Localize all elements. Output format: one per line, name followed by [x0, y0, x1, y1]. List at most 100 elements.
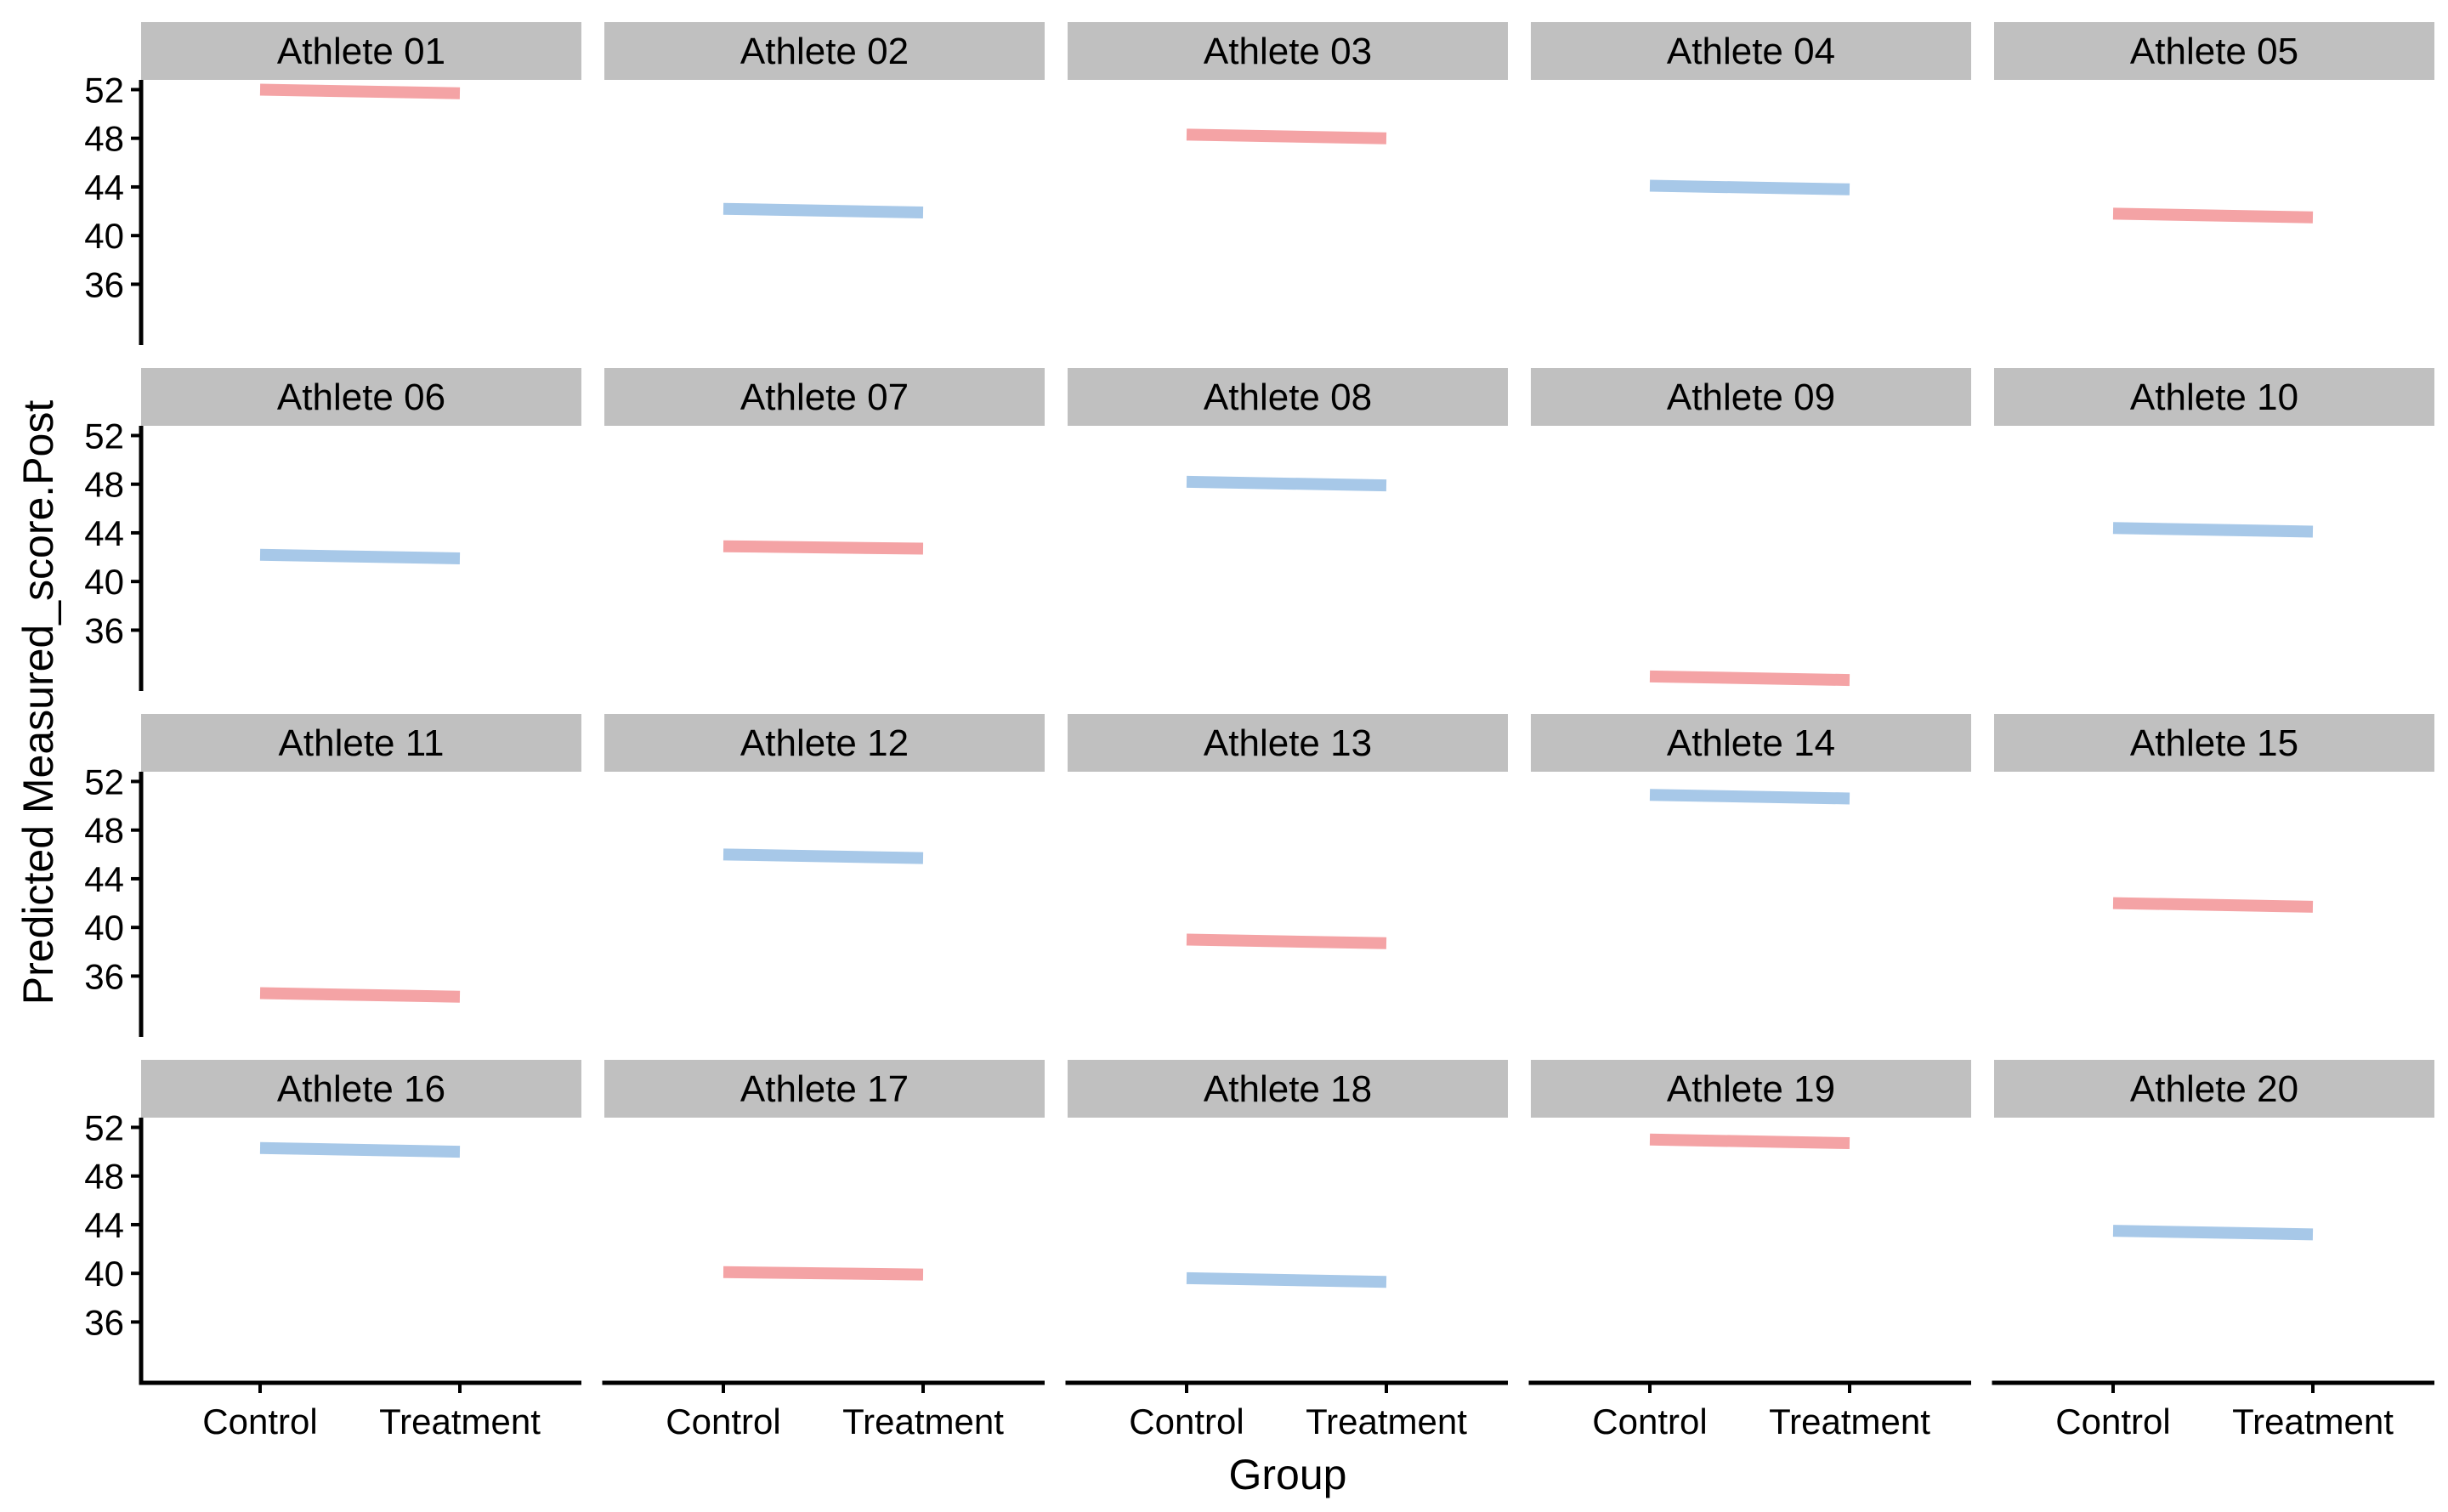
facet-strip: [141, 368, 581, 426]
facet-panel: Athlete 11 36 40 44 48 52: [84, 714, 581, 1037]
series-line: [1186, 1271, 1387, 1288]
facet-panel: Athlete 07: [604, 368, 1045, 555]
x-tick-label: Control: [2055, 1402, 2170, 1441]
series-line: [259, 1141, 461, 1158]
y-tick-label: 40: [84, 908, 124, 948]
y-tick-label: 36: [84, 264, 124, 304]
facet-strip: [141, 714, 581, 772]
series-line: [1186, 128, 1387, 144]
facet-strip: [1994, 714, 2434, 772]
facet-strip: [141, 1060, 581, 1118]
y-tick-label: 48: [84, 1157, 124, 1197]
series-line: [259, 987, 461, 1003]
facet-strip: [604, 1060, 1045, 1118]
y-tick-label: 36: [84, 1302, 124, 1342]
series-line: [2112, 1225, 2314, 1241]
series-line: [259, 83, 461, 99]
x-tick-label: Treatment: [1306, 1402, 1467, 1441]
y-tick-label: 48: [84, 465, 124, 505]
series-line: [722, 540, 924, 555]
facet-panel: Athlete 17 Control Treatment: [602, 1060, 1045, 1441]
facet-strip: [1068, 1060, 1508, 1118]
facet-strip-label: Athlete 12: [740, 722, 909, 764]
facet-strip-label: Athlete 15: [2130, 722, 2298, 764]
facet-strip-label: Athlete 05: [2130, 31, 2298, 72]
y-axis-title: Predicted Measured_score.Post: [14, 400, 62, 1005]
x-tick-label: Treatment: [379, 1402, 541, 1441]
facet-strip-label: Athlete 04: [1667, 31, 1835, 72]
facet-panel: Athlete 03: [1068, 22, 1508, 144]
facet-panel: Athlete 05: [1994, 22, 2434, 224]
facet-strip-label: Athlete 17: [740, 1068, 909, 1110]
series-line: [2112, 522, 2314, 538]
facet-strip: [1531, 22, 1971, 80]
facet-strip: [604, 22, 1045, 80]
y-tick-label: 52: [84, 762, 124, 801]
facet-strip-label: Athlete 01: [277, 31, 445, 72]
facet-panel: Athlete 20 Control Treatment: [1992, 1060, 2434, 1441]
series-line: [1649, 1133, 1850, 1150]
facet-strip: [1994, 22, 2434, 80]
facet-strip: [1994, 368, 2434, 426]
y-tick-label: 48: [84, 811, 124, 851]
y-tick-label: 44: [84, 1205, 124, 1245]
x-tick-label: Treatment: [2232, 1402, 2394, 1441]
series-line: [1186, 933, 1387, 949]
x-tick-label: Control: [1129, 1402, 1244, 1441]
x-tick-label: Control: [202, 1402, 317, 1441]
series-line: [1649, 179, 1850, 195]
facet-panel: Athlete 14: [1531, 714, 1971, 805]
facet-strip-label: Athlete 16: [277, 1068, 445, 1110]
facet-panel: Athlete 02: [604, 22, 1045, 218]
y-tick-label: 40: [84, 216, 124, 256]
facet-strip-label: Athlete 07: [740, 377, 909, 418]
facet-panel: Athlete 04: [1531, 22, 1971, 195]
facet-strip: [1531, 368, 1971, 426]
series-line: [259, 548, 461, 564]
facet-panel: Athlete 16 36 40 44 48 52 Control Treatment: [84, 1060, 581, 1441]
facet-strip: [1068, 22, 1508, 80]
series-line: [722, 202, 924, 218]
y-tick-label: 36: [84, 610, 124, 650]
x-tick-label: Treatment: [842, 1402, 1004, 1441]
x-tick-label: Control: [666, 1402, 780, 1441]
facet-panel: Athlete 08: [1068, 368, 1508, 492]
y-tick-label: 48: [84, 119, 124, 159]
facet-panel: Athlete 10: [1994, 368, 2434, 538]
facet-strip: [1531, 1060, 1971, 1118]
facet-strip-label: Athlete 11: [279, 722, 445, 764]
x-axis-title: Group: [1229, 1451, 1347, 1498]
series-line: [1649, 789, 1850, 805]
facet-strip: [1068, 368, 1508, 426]
facet-strip: [1531, 714, 1971, 772]
series-line: [2112, 207, 2314, 224]
facet-strip: [604, 714, 1045, 772]
facet-panel: Athlete 09: [1531, 368, 1971, 687]
y-tick-label: 52: [84, 70, 124, 110]
facet-strip-label: Athlete 10: [2130, 377, 2298, 418]
facet-panels: Athlete 01 36 40 44 48 52 Athlete 02 Athlete 03…: [84, 22, 2434, 1441]
series-line: [1186, 475, 1387, 492]
series-line: [2112, 897, 2314, 913]
y-tick-label: 44: [84, 167, 124, 207]
facet-panel: Athlete 15: [1994, 714, 2434, 913]
y-tick-label: 36: [84, 956, 124, 996]
facet-strip-label: Athlete 19: [1667, 1068, 1835, 1110]
facet-strip-label: Athlete 06: [277, 377, 445, 418]
y-tick-label: 44: [84, 859, 124, 899]
facet-panel: Athlete 01 36 40 44 48 52: [84, 22, 581, 345]
facet-strip-label: Athlete 09: [1667, 377, 1835, 418]
facet-strip: [1068, 714, 1508, 772]
facet-panel: Athlete 19 Control Treatment: [1528, 1060, 1971, 1441]
y-tick-label: 52: [84, 1107, 124, 1147]
facet-panel: Athlete 12: [604, 714, 1045, 864]
facet-strip-label: Athlete 13: [1204, 722, 1372, 764]
facet-strip-label: Athlete 08: [1204, 377, 1372, 418]
x-tick-label: Control: [1592, 1402, 1707, 1441]
facet-strip-label: Athlete 18: [1204, 1068, 1372, 1110]
x-tick-label: Treatment: [1769, 1402, 1930, 1441]
facet-strip-label: Athlete 20: [2130, 1068, 2298, 1110]
facet-strip-label: Athlete 03: [1204, 31, 1372, 72]
y-tick-label: 52: [84, 416, 124, 456]
